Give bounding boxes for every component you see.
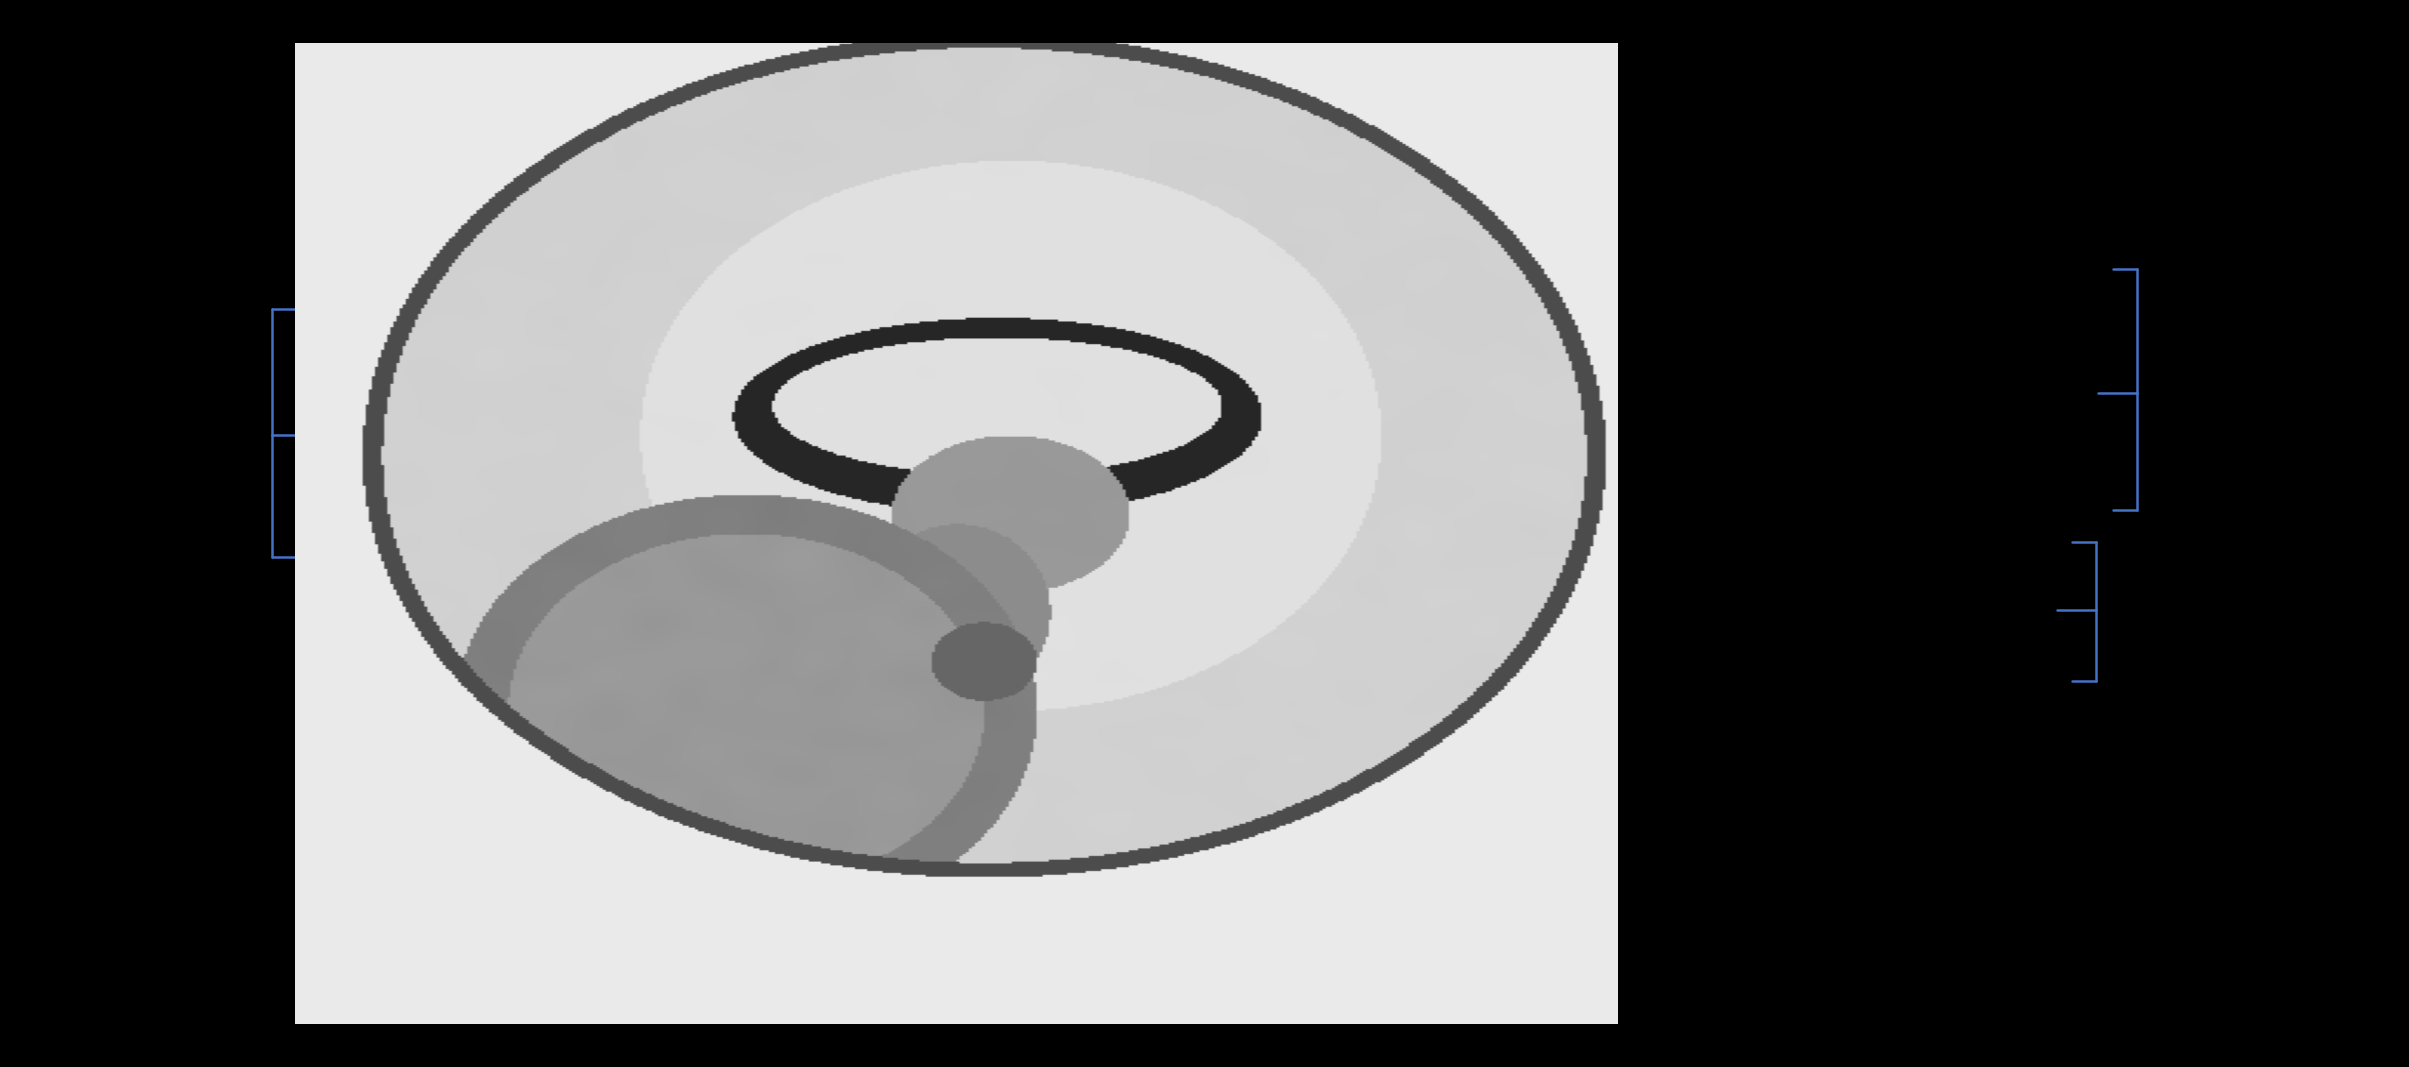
- Text: Ep: Ep: [1566, 364, 1804, 399]
- Text: Fornix: Fornix: [1498, 82, 1812, 204]
- Text: Hy: Hy: [1554, 449, 1807, 484]
- Text: ulus: ulus: [506, 346, 713, 420]
- Text: Pituitary g: Pituitary g: [1542, 594, 1862, 626]
- Text: us: us: [506, 481, 689, 526]
- Text: Medulla*: Medulla*: [1325, 780, 1636, 803]
- Text: Pons*: Pons*: [1397, 692, 1655, 716]
- Text: vitae: vitae: [506, 588, 694, 628]
- Text: Infu: Infu: [1559, 545, 1821, 576]
- Text: ral cortex: ral cortex: [511, 111, 761, 227]
